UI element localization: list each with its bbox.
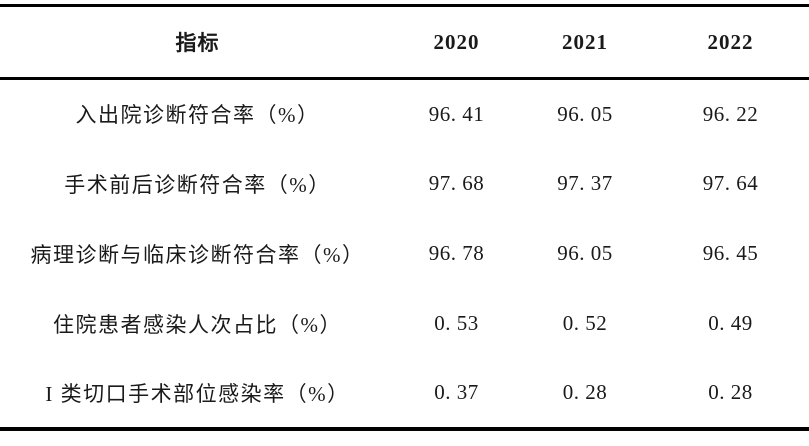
row-label: I 类切口手术部位感染率（%） [45,381,350,406]
table-row: 住院患者感染人次占比（%） 0. 53 0. 52 0. 49 [0,289,809,359]
cell-value: 0. 49 [708,311,753,335]
quality-indicators-table: 指标 2020 2021 2022 入出院诊断符合率（%） 96. 41 96.… [0,4,809,431]
row-label: 病理诊断与临床诊断符合率（%） [30,242,365,267]
table-row: 病理诊断与临床诊断符合率（%） 96. 78 96. 05 96. 45 [0,219,809,289]
cell-value: 0. 53 [434,311,479,335]
cell-value: 0. 52 [562,311,608,335]
cell-value: 97. 68 [428,171,485,195]
cell-value: 96. 41 [428,101,485,126]
cell-value: 97. 37 [557,171,613,195]
table-body: 入出院诊断符合率（%） 96. 41 96. 05 96. 22 手术前后诊断符… [0,79,809,429]
column-header-2022: 2022 [652,5,809,80]
table-row: 入出院诊断符合率（%） 96. 41 96. 05 96. 22 [0,79,809,149]
cell-value: 0. 37 [434,380,479,404]
row-label: 住院患者感染人次占比（%） [53,312,342,337]
table-row: 手术前后诊断符合率（%） 97. 68 97. 37 97. 64 [0,149,809,219]
column-header-indicator: 指标 [0,5,395,80]
cell-value: 0. 28 [562,380,608,404]
table-row: I 类切口手术部位感染率（%） 0. 37 0. 28 0. 28 [0,359,809,429]
cell-value: 96. 45 [702,241,759,265]
header-row: 指标 2020 2021 2022 [0,5,809,80]
cell-value: 96. 05 [557,101,613,126]
row-label: 手术前后诊断符合率（%） [64,172,331,197]
table-header: 指标 2020 2021 2022 [0,5,809,80]
cell-value: 96. 78 [428,241,485,265]
cell-value: 0. 28 [708,380,753,404]
cell-value: 96. 22 [702,101,759,126]
column-header-2020: 2020 [395,5,518,80]
cell-value: 97. 64 [702,171,759,195]
column-header-2021: 2021 [518,5,652,80]
cell-value: 96. 05 [557,241,613,265]
row-label: 入出院诊断符合率（%） [75,103,320,128]
